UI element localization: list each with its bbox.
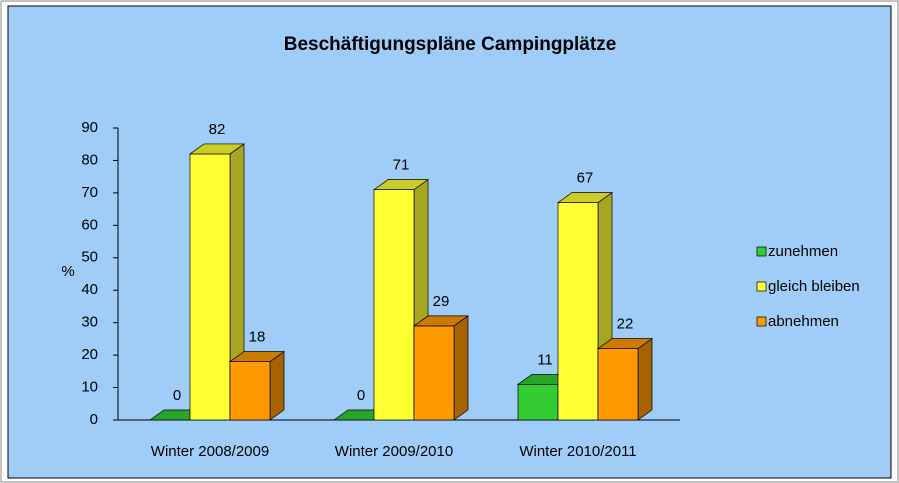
- legend-label: abnehmen: [768, 313, 839, 330]
- legend-label: zunehmen: [768, 243, 838, 260]
- bar: [189, 153, 231, 421]
- bar-top: [372, 179, 430, 190]
- legend-swatch: [756, 281, 767, 292]
- y-tick-label: 70: [81, 184, 98, 201]
- bar-side: [453, 315, 469, 421]
- value-label: 29: [433, 293, 450, 310]
- y-tick-label: 10: [81, 379, 98, 396]
- y-tick-label: 60: [81, 216, 98, 233]
- bar-side: [269, 350, 285, 421]
- legend-swatch: [756, 316, 767, 327]
- bar-top: [412, 315, 470, 327]
- bar: [597, 348, 639, 421]
- legend-swatch: [756, 246, 767, 257]
- value-label: 11: [537, 351, 553, 368]
- bar: [413, 325, 455, 421]
- value-label: 0: [173, 387, 181, 404]
- bar-top: [188, 143, 246, 155]
- y-tick-label: 50: [81, 249, 98, 266]
- y-tick-label: 40: [81, 281, 98, 298]
- bar: [229, 361, 271, 421]
- bar-top: [228, 351, 286, 362]
- y-tick-label: 90: [81, 119, 98, 136]
- legend-label: gleich bleiben: [768, 278, 860, 295]
- value-label: 18: [249, 329, 266, 346]
- x-tick-label: Winter 2009/2010: [335, 443, 453, 460]
- bar-top: [596, 338, 654, 349]
- y-tick-label: 20: [81, 346, 98, 363]
- chart-title: Beschäftigungspläne Campingplätze: [284, 34, 617, 55]
- value-label: 67: [577, 170, 594, 187]
- bar-side: [637, 337, 653, 421]
- x-tick-label: Winter 2008/2009: [151, 443, 269, 460]
- bar: [517, 383, 559, 421]
- x-tick-label: Winter 2010/2011: [519, 443, 636, 460]
- y-tick-label: 80: [81, 151, 98, 168]
- value-label: 71: [393, 157, 410, 174]
- y-tick-label: 0: [90, 411, 98, 428]
- value-label: 82: [209, 121, 226, 138]
- bar: [557, 202, 599, 421]
- bar-top: [556, 192, 614, 203]
- bar: [373, 189, 415, 421]
- value-label: 22: [617, 316, 634, 333]
- y-tick-label: 30: [81, 314, 98, 331]
- y-axis-label: %: [61, 263, 74, 280]
- value-label: 0: [357, 387, 365, 404]
